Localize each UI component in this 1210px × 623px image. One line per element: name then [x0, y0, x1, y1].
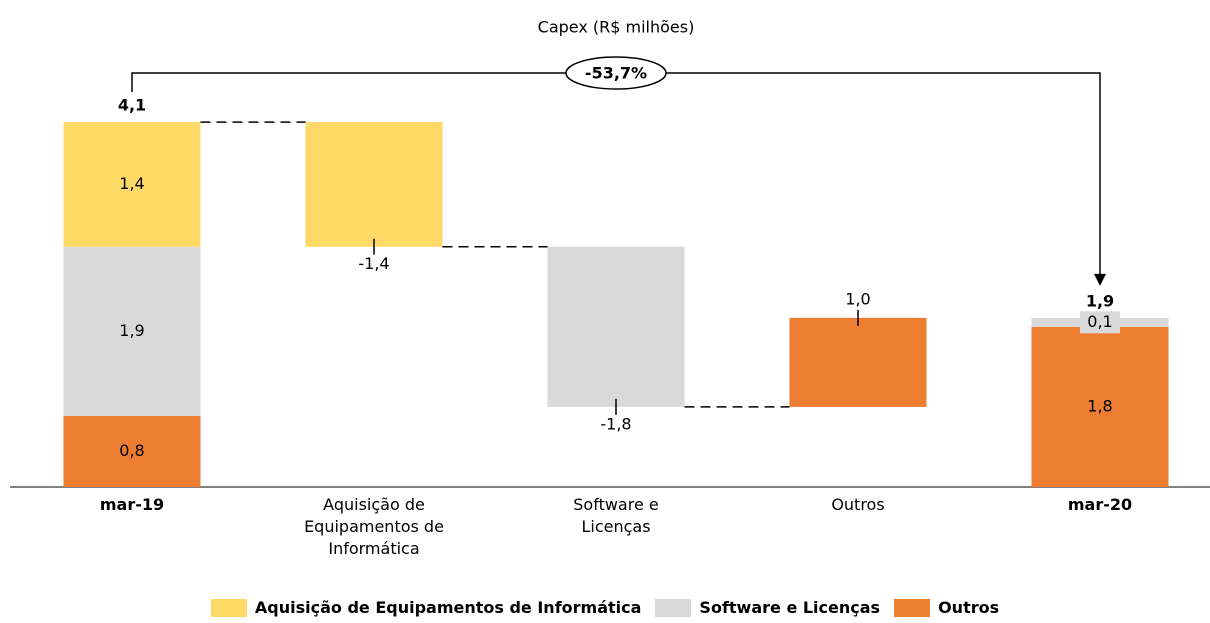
segment-label: 0,8 — [119, 441, 144, 460]
segment-label: 1,8 — [1087, 396, 1112, 415]
segment-label: 1,4 — [119, 174, 144, 193]
bar-segment — [1031, 326, 1169, 487]
bar-segment — [63, 415, 201, 487]
segment-label: 0,1 — [1087, 312, 1112, 331]
annotation: -53,7% — [585, 64, 647, 83]
x-tick-label: Aquisição de Equipamentos de Informática — [304, 495, 444, 558]
legend-label: Aquisição de Equipamentos de Informática — [254, 598, 642, 617]
legend-swatch — [210, 598, 247, 617]
bar — [305, 122, 443, 247]
x-tick-label: Software e Licenças — [573, 495, 659, 536]
delta-label: -1,8 — [600, 414, 631, 433]
x-tick-label: Outros — [831, 495, 885, 514]
legend-swatch — [894, 598, 931, 617]
x-tick-label: mar-19 — [99, 495, 165, 514]
arrow-head — [1094, 273, 1106, 286]
segment-label: 1,9 — [119, 321, 144, 340]
bar — [547, 246, 685, 407]
total-label: 1,9 — [1086, 291, 1114, 310]
annotation-oval — [565, 56, 667, 90]
delta-label: -1,4 — [358, 254, 389, 273]
chart-title: Capex (R$ milhões) — [538, 18, 695, 37]
bar — [789, 317, 927, 407]
legend: Aquisição de Equipamentos de Informática… — [0, 598, 1210, 617]
total-label: 4,1 — [118, 96, 146, 115]
legend-swatch — [655, 598, 692, 617]
legend-label: Outros — [938, 598, 1000, 617]
bar-segment — [63, 122, 201, 247]
legend-label: Software e Licenças — [699, 598, 881, 617]
delta-label: 1,0 — [845, 289, 870, 308]
legend-item: Aquisição de Equipamentos de Informática — [210, 598, 642, 617]
bar-segment — [63, 246, 201, 416]
legend-item: Software e Licenças — [655, 598, 880, 617]
x-tick-label: mar-20 — [1067, 495, 1133, 514]
label-bg — [1080, 311, 1120, 334]
legend-item: Outros — [894, 598, 999, 617]
